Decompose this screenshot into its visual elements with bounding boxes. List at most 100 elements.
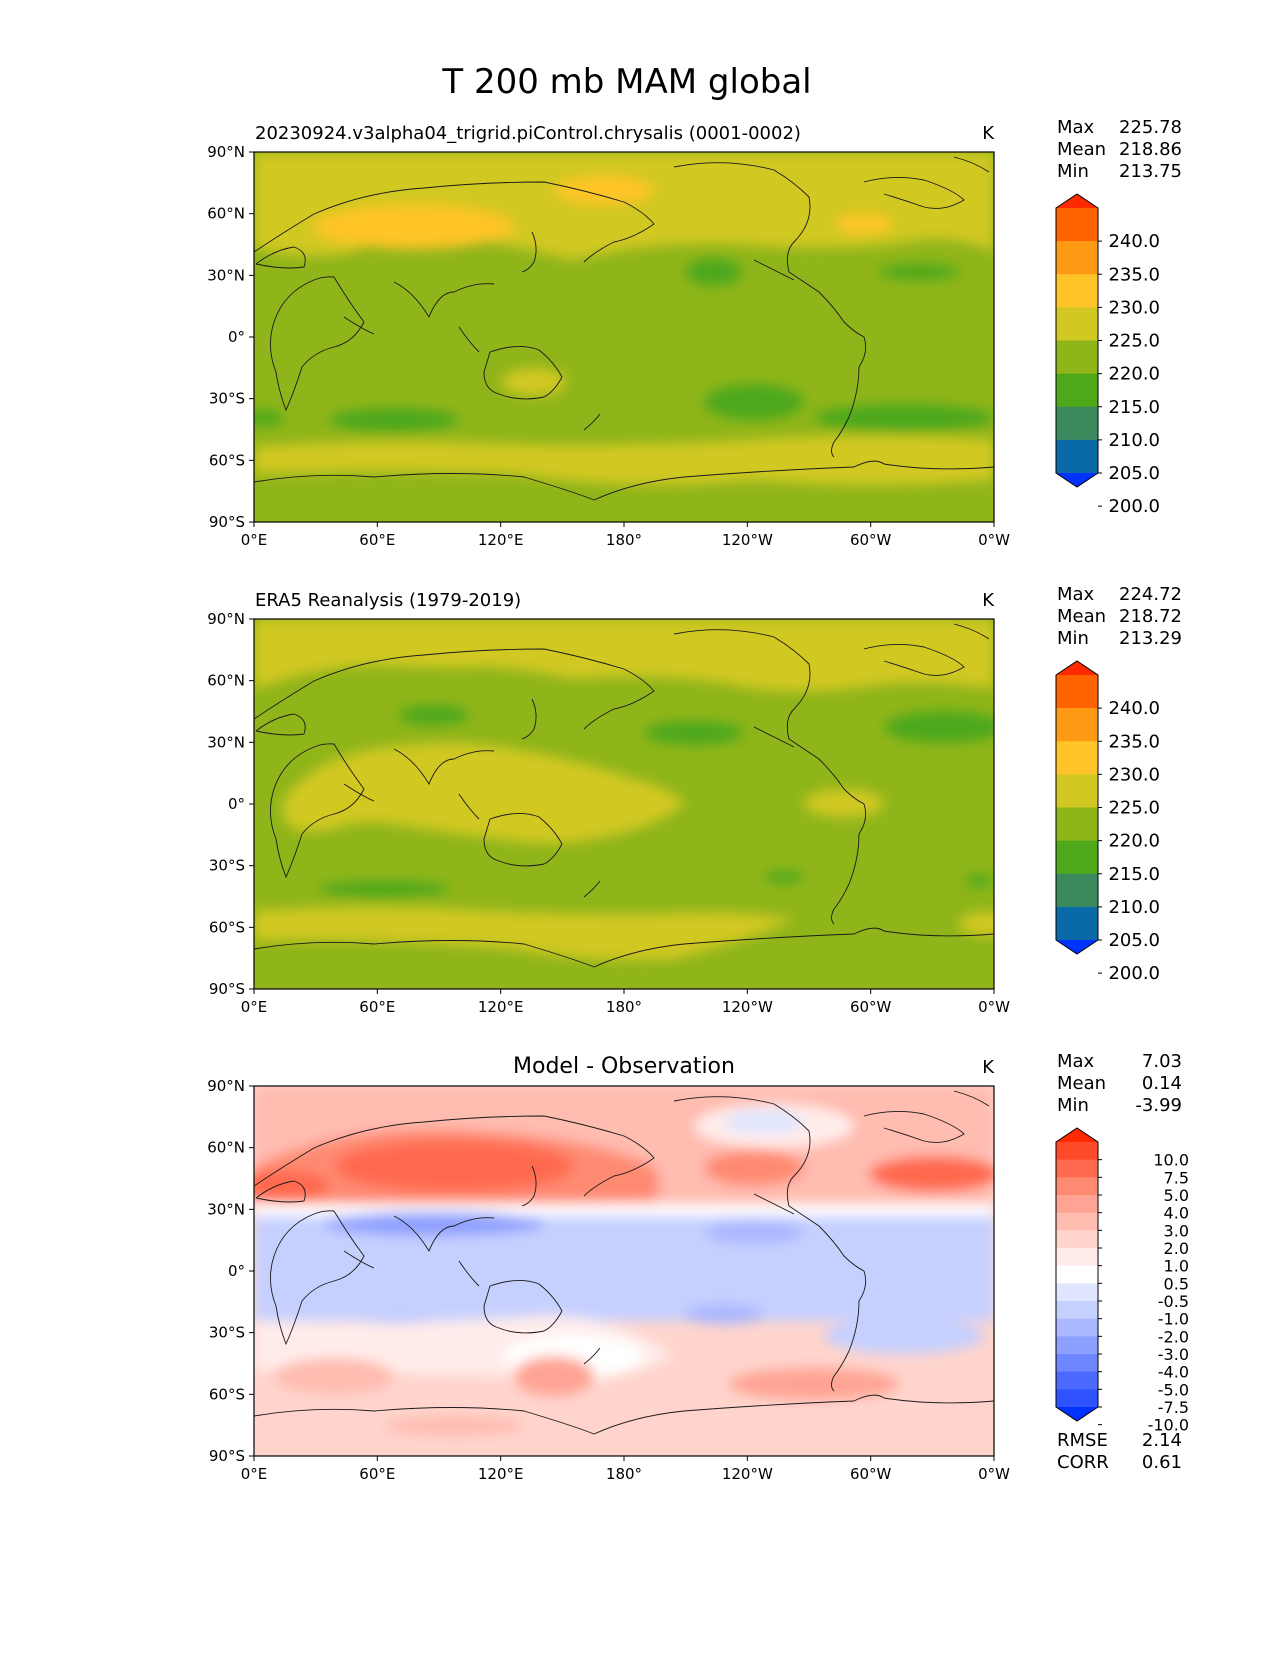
stat-label-min: Min bbox=[1057, 1095, 1089, 1116]
colorbar-label: 220.0 bbox=[1108, 364, 1160, 385]
colorbar-segment bbox=[1056, 1371, 1098, 1390]
temperature-field-map bbox=[254, 152, 994, 522]
colorbar-label: 230.0 bbox=[1108, 764, 1160, 785]
colorbar: 240.0 235.0 230.0 225.0 220.0 215.0 210.0 205.0… bbox=[1055, 660, 1160, 984]
stat-value-max: 7.03 bbox=[1142, 1051, 1182, 1072]
footer-label-rmse: RMSE bbox=[1057, 1430, 1108, 1451]
y-tick-label: 90°S bbox=[209, 1447, 245, 1465]
colorbar-label: -3.0 bbox=[1158, 1345, 1189, 1364]
colorbar-segment bbox=[1056, 1159, 1098, 1178]
colorbar-label: -2.0 bbox=[1158, 1327, 1189, 1346]
x-tick-label: 60°W bbox=[850, 998, 892, 1016]
colorbar-label: -7.5 bbox=[1158, 1398, 1189, 1417]
colorbar-label: 210.0 bbox=[1108, 430, 1160, 451]
x-tick-label: 60°E bbox=[359, 1465, 395, 1483]
colorbar-segment bbox=[1056, 741, 1098, 775]
colorbar-label: 215.0 bbox=[1108, 397, 1160, 418]
colorbar-label: -4.0 bbox=[1158, 1363, 1189, 1382]
figure-title: T 200 mb MAM global bbox=[441, 62, 811, 102]
difference-field-map bbox=[254, 1086, 994, 1456]
stat-label-max: Max bbox=[1057, 117, 1095, 138]
colorbar-segment bbox=[1056, 274, 1098, 308]
colorbar-label: 205.0 bbox=[1108, 930, 1160, 951]
panel-difference: Model - Observation K bbox=[253, 1054, 995, 1457]
y-tick-label: 30°S bbox=[209, 857, 245, 875]
x-tick-label: 120°W bbox=[722, 998, 773, 1016]
colorbar-segment bbox=[1056, 1336, 1098, 1355]
x-tick-label: 0°E bbox=[241, 998, 268, 1016]
colorbar: 10.07.55.04.03.02.01.00.5-0.5-1.0-2.0-3.… bbox=[1055, 1127, 1189, 1435]
colorbar-label: 225.0 bbox=[1108, 798, 1160, 819]
colorbar-label: 10.0 bbox=[1153, 1151, 1189, 1170]
y-tick-label: 60°S bbox=[209, 1385, 245, 1403]
colorbar-segment bbox=[1056, 1301, 1098, 1320]
colorbar-segment bbox=[1056, 807, 1098, 842]
colorbar-extend-max bbox=[1056, 1128, 1098, 1142]
stat-label-min: Min bbox=[1057, 628, 1089, 649]
stat-value-min: 213.29 bbox=[1119, 628, 1182, 649]
colorbar-label: 0.5 bbox=[1164, 1274, 1189, 1293]
colorbar-segment bbox=[1056, 406, 1098, 441]
colorbar-segment bbox=[1056, 774, 1098, 808]
colorbar-segment bbox=[1056, 873, 1098, 908]
colorbar-segment bbox=[1056, 1354, 1098, 1373]
panel-observation: ERA5 Reanalysis (1979-2019) K bbox=[253, 590, 995, 990]
footer-value-corr: 0.61 bbox=[1142, 1452, 1182, 1473]
y-tick-label: 90°S bbox=[209, 980, 245, 998]
colorbar-segment bbox=[1056, 906, 1098, 941]
colorbar: 240.0 235.0 230.0 225.0 220.0 215.0 210.0 205.0… bbox=[1055, 193, 1160, 517]
y-tick-label: 0° bbox=[228, 795, 245, 813]
colorbar-label: 4.0 bbox=[1164, 1204, 1189, 1223]
colorbar-label: 240.0 bbox=[1108, 698, 1160, 719]
colorbar-label: 200.0 bbox=[1108, 963, 1160, 984]
panel-left-title: ERA5 Reanalysis (1979-2019) bbox=[255, 590, 521, 611]
x-tick-label: 60°W bbox=[850, 531, 892, 549]
panel-center-title: Model - Observation bbox=[513, 1054, 735, 1079]
x-tick-label: 180° bbox=[606, 998, 642, 1016]
colorbar-label: -0.5 bbox=[1158, 1292, 1189, 1311]
colorbar-label: 3.0 bbox=[1164, 1221, 1189, 1240]
colorbar-extend-min bbox=[1056, 940, 1098, 954]
stat-value-max: 225.78 bbox=[1119, 117, 1182, 138]
panel-units: K bbox=[982, 123, 995, 144]
colorbar-label: 5.0 bbox=[1164, 1186, 1189, 1205]
stat-label-max: Max bbox=[1057, 584, 1095, 605]
x-tick-label: 60°E bbox=[359, 531, 395, 549]
panel-units: K bbox=[982, 1057, 995, 1078]
colorbar-segment bbox=[1056, 439, 1098, 474]
temperature-field-map bbox=[254, 619, 994, 989]
x-tick-label: 120°E bbox=[478, 531, 524, 549]
panel-left-title: 20230924.v3alpha04_trigrid.piControl.chr… bbox=[255, 123, 801, 144]
stat-label-min: Min bbox=[1057, 161, 1089, 182]
colorbar-label: 235.0 bbox=[1108, 731, 1160, 752]
stat-label-mean: Mean bbox=[1057, 606, 1106, 627]
y-tick-label: 30°N bbox=[207, 1200, 245, 1218]
x-tick-label: 120°W bbox=[722, 531, 773, 549]
colorbar-segment bbox=[1056, 1283, 1098, 1302]
colorbar-label: 230.0 bbox=[1108, 297, 1160, 318]
colorbar-segment bbox=[1056, 1142, 1098, 1161]
colorbar-segment bbox=[1056, 241, 1098, 275]
x-tick-label: 0°W bbox=[978, 531, 1010, 549]
colorbar-label: 7.5 bbox=[1164, 1168, 1189, 1187]
footer-label-corr: CORR bbox=[1057, 1452, 1109, 1473]
y-tick-label: 60°N bbox=[207, 1139, 245, 1157]
x-tick-label: 120°W bbox=[722, 1465, 773, 1483]
y-tick-label: 30°S bbox=[209, 390, 245, 408]
colorbar-segment bbox=[1056, 208, 1098, 242]
colorbar-segment bbox=[1056, 1177, 1098, 1196]
y-tick-label: 30°N bbox=[207, 733, 245, 751]
x-tick-label: 0°E bbox=[241, 1465, 268, 1483]
stat-label-mean: Mean bbox=[1057, 139, 1106, 160]
y-tick-label: 60°S bbox=[209, 918, 245, 936]
stat-value-mean: 218.72 bbox=[1119, 606, 1182, 627]
colorbar-segment bbox=[1056, 708, 1098, 742]
colorbar-segment bbox=[1056, 1195, 1098, 1214]
y-tick-label: 90°N bbox=[207, 610, 245, 628]
y-tick-label: 0° bbox=[228, 328, 245, 346]
colorbar-extend-max bbox=[1056, 661, 1098, 675]
colorbar-segment bbox=[1056, 340, 1098, 375]
colorbar-extend-max bbox=[1056, 194, 1098, 208]
panel-model: 20230924.v3alpha04_trigrid.piControl.chr… bbox=[253, 123, 995, 523]
